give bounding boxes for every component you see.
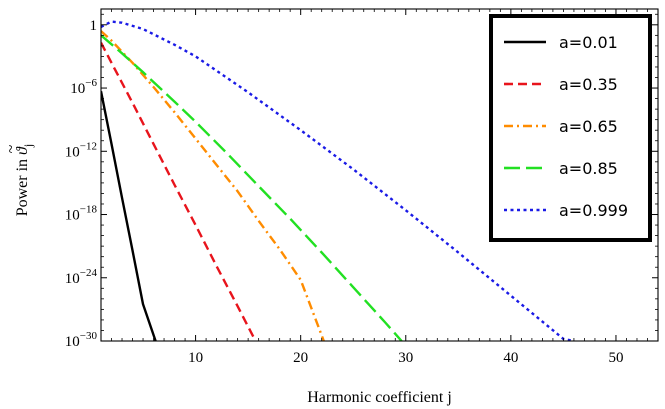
y-tick-label: 10−12 xyxy=(65,140,97,160)
series-line-1 xyxy=(101,90,157,341)
legend: a=0.01 a=0.35 a=0.65 a=0.85 a=0.999 xyxy=(489,14,652,242)
y-axis-label-prefix: Power in xyxy=(14,155,31,216)
series-line-3 xyxy=(101,30,325,341)
y-axis-label-text: Power in ϑj xyxy=(14,144,35,217)
series-line-5 xyxy=(101,20,575,341)
x-axis-label: Harmonic coefficient j xyxy=(307,389,452,406)
y-tick-label: 10−30 xyxy=(65,330,98,350)
y-axis-label-accent: ~ xyxy=(3,144,20,153)
y-axis: 1 10−6 10−12 10−18 10−24 10−30 xyxy=(65,13,658,350)
legend-label-5: a=0.999 xyxy=(559,201,628,220)
y-axis-label-subscript: j xyxy=(21,144,35,148)
legend-box xyxy=(489,14,652,242)
legend-label-3: a=0.65 xyxy=(559,117,618,136)
legend-label-2: a=0.35 xyxy=(559,75,618,94)
x-axis: 10 20 30 40 50 xyxy=(111,9,659,366)
x-tick-label: 10 xyxy=(188,350,203,366)
y-tick-label: 1 xyxy=(90,18,98,34)
legend-label-4: a=0.85 xyxy=(559,159,618,178)
y-axis-label: Power in ϑj ~ xyxy=(3,144,35,217)
series-line-2 xyxy=(101,42,257,341)
x-tick-label: 30 xyxy=(398,350,413,366)
legend-label-1: a=0.01 xyxy=(559,33,618,52)
x-tick-label: 20 xyxy=(293,350,308,366)
x-tick-label: 50 xyxy=(608,350,623,366)
y-tick-label: 10−18 xyxy=(65,204,98,224)
plot-frame xyxy=(100,8,659,342)
y-axis-label-symbol: ϑ xyxy=(14,146,31,155)
y-tick-label: 10−24 xyxy=(65,267,98,287)
y-tick-label: 10−6 xyxy=(70,77,97,97)
series-layer xyxy=(101,20,575,341)
x-tick-label: 40 xyxy=(503,350,518,366)
series-line-4 xyxy=(101,34,403,341)
